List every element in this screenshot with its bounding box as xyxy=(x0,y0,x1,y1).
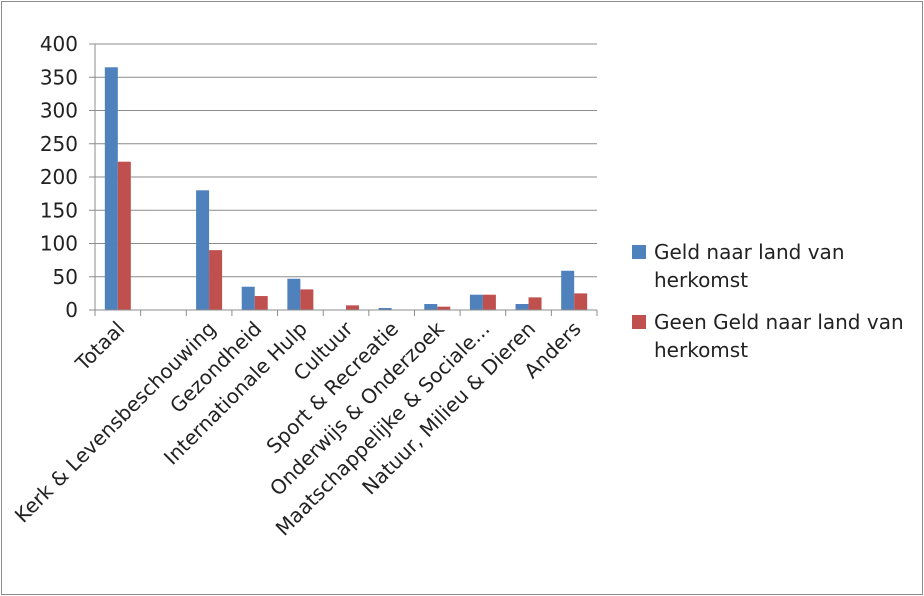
y-tick-label: 400 xyxy=(40,32,78,56)
bar-geld xyxy=(561,270,575,310)
legend-swatch-geen-geld xyxy=(632,315,646,329)
bar-geld xyxy=(378,308,392,310)
legend-item-geld: Geld naar land van herkomst xyxy=(630,238,920,294)
bar-geld xyxy=(196,190,210,310)
legend-label-geen-geld: Geen Geld naar land van herkomst xyxy=(654,310,904,362)
legend-item-geen-geld: Geen Geld naar land van herkomst xyxy=(630,308,920,364)
y-tick-label: 350 xyxy=(40,65,78,89)
bar-geld xyxy=(241,286,255,310)
bar-geld xyxy=(104,67,118,311)
y-tick-label: 100 xyxy=(40,232,78,256)
bar-geen-geld xyxy=(254,296,268,310)
y-tick-label: 50 xyxy=(53,265,78,289)
chart-legend: Geld naar land van herkomst Geen Geld na… xyxy=(630,238,920,378)
y-tick-label: 200 xyxy=(40,165,78,189)
legend-label-geld: Geld naar land van herkomst xyxy=(654,240,845,292)
y-tick-label: 250 xyxy=(40,132,78,156)
legend-swatch-geld xyxy=(632,245,646,259)
bar-geen-geld xyxy=(209,250,223,310)
bar-geld xyxy=(469,294,483,310)
bar-geen-geld xyxy=(528,297,542,310)
bar-geen-geld xyxy=(437,306,451,310)
x-tick-label: Totaal xyxy=(70,317,129,376)
bar-geen-geld xyxy=(574,293,588,310)
y-tick-label: 300 xyxy=(40,99,78,123)
bar-geld xyxy=(424,304,438,310)
bar-geen-geld xyxy=(482,294,496,310)
bar-geld xyxy=(287,278,301,310)
bar-geen-geld xyxy=(117,161,131,310)
bar-geen-geld xyxy=(346,305,359,310)
y-tick-label: 0 xyxy=(65,298,78,322)
bar-geld xyxy=(515,304,529,310)
y-tick-label: 150 xyxy=(40,198,78,222)
bar-geen-geld xyxy=(300,289,314,310)
